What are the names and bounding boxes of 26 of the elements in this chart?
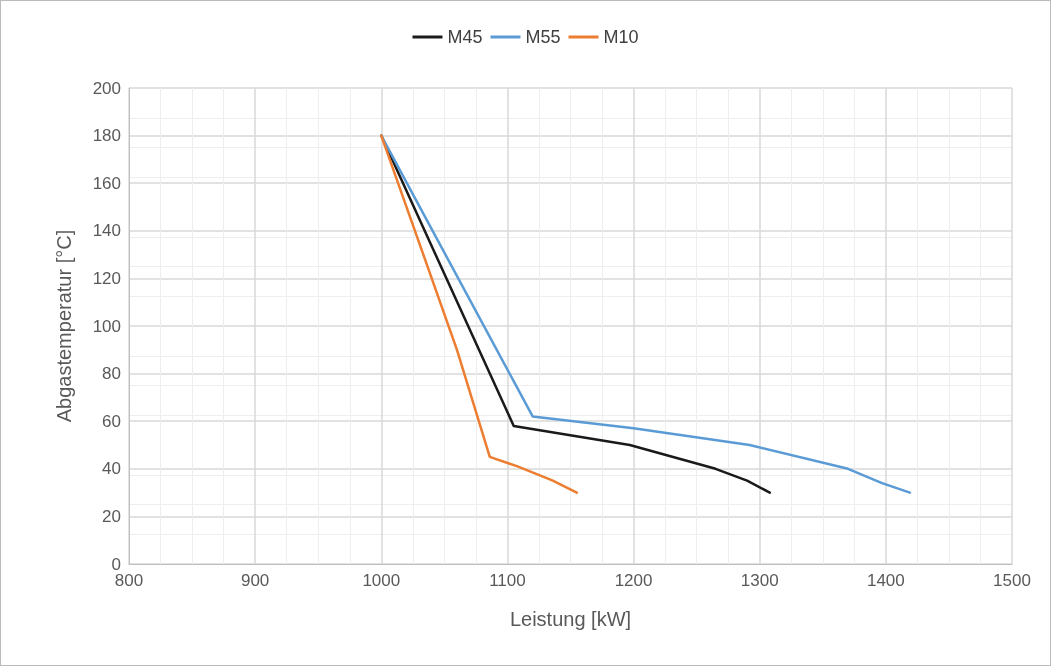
y-tick-label: 100 xyxy=(92,316,121,336)
x-tick-label: 1300 xyxy=(740,571,779,590)
y-tick-label: 40 xyxy=(102,459,121,479)
y-tick-label: 140 xyxy=(92,221,121,241)
x-tick-label: 1200 xyxy=(614,571,653,590)
y-tick-label: 120 xyxy=(92,268,121,288)
y-tick-label: 180 xyxy=(92,126,121,146)
legend-label: M45 xyxy=(447,27,483,47)
y-tick-label: 0 xyxy=(111,554,121,574)
x-tick-label: 1500 xyxy=(993,571,1031,590)
y-tick-label: 60 xyxy=(102,411,121,431)
x-tick-label: 900 xyxy=(240,571,270,590)
y-tick-label: 200 xyxy=(92,78,121,98)
line-series xyxy=(380,134,579,494)
x-tick-label: 1000 xyxy=(362,571,401,590)
legend-label: M10 xyxy=(603,27,639,47)
y-tick-label: 20 xyxy=(102,506,121,526)
x-tick-label: 800 xyxy=(114,571,144,590)
line-series xyxy=(380,134,912,494)
y-axis-title: Abgastemperatur [°C] xyxy=(53,229,75,423)
x-axis-title: Leistung [kW] xyxy=(509,608,632,630)
x-tick-label: 1400 xyxy=(866,571,905,590)
legend-label: M55 xyxy=(525,27,561,47)
y-tick-label: 160 xyxy=(92,173,121,193)
x-tick-label: 1100 xyxy=(489,571,526,590)
y-tick-label: 80 xyxy=(102,364,121,384)
